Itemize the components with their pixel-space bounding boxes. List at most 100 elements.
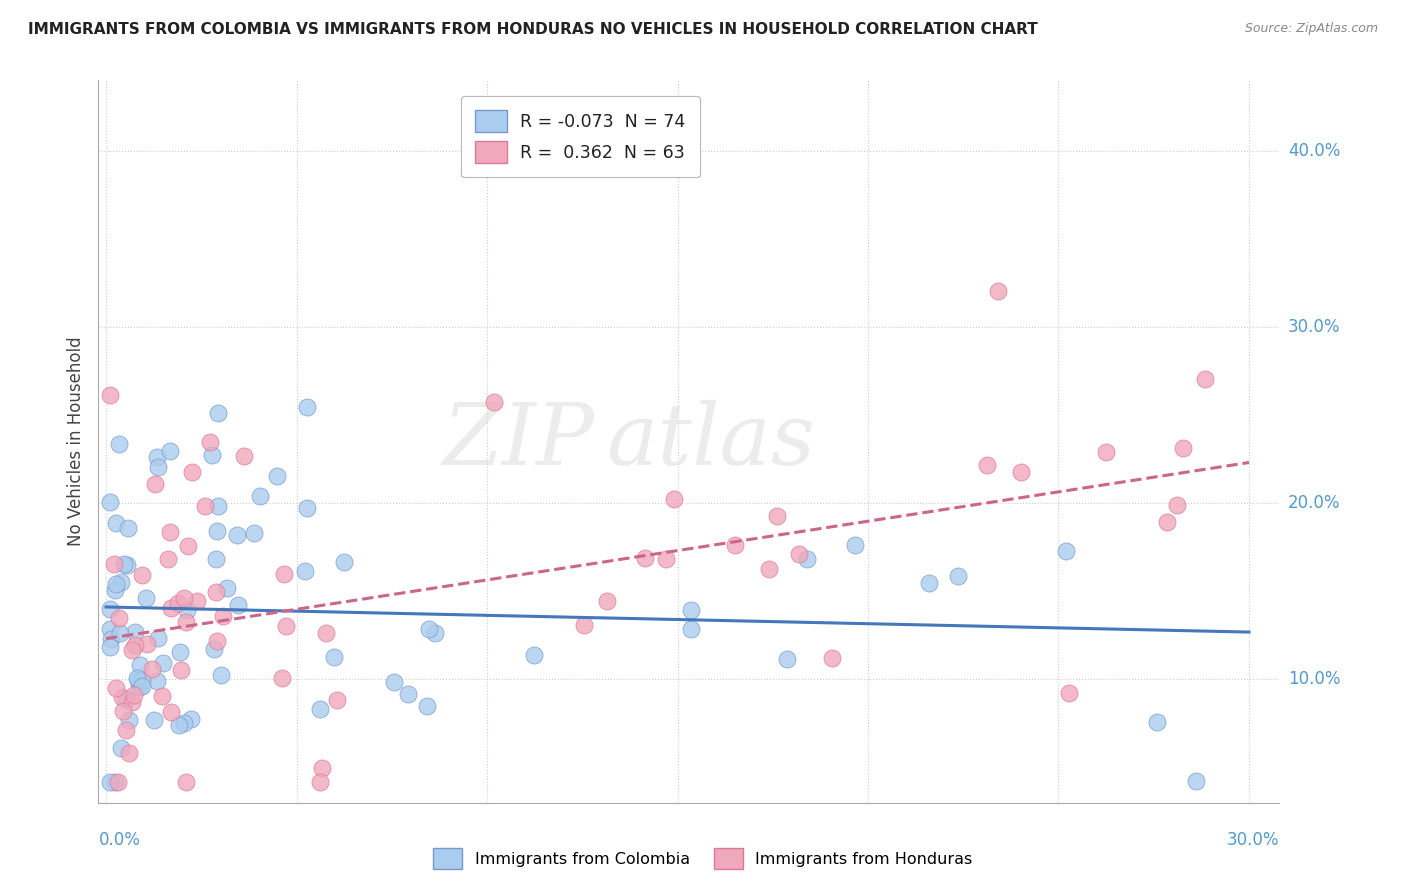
Point <box>311 761 333 775</box>
Text: IMMIGRANTS FROM COLOMBIA VS IMMIGRANTS FROM HONDURAS NO VEHICLES IN HOUSEHOLD CO: IMMIGRANTS FROM COLOMBIA VS IMMIGRANTS F… <box>28 22 1038 37</box>
Point <box>135 591 157 606</box>
Point <box>177 539 200 553</box>
Point <box>186 594 208 608</box>
Text: 0.0%: 0.0% <box>98 830 141 848</box>
Point <box>150 689 173 703</box>
Point <box>976 458 998 472</box>
Point <box>110 575 132 590</box>
Point <box>115 558 138 572</box>
Point <box>98 774 121 789</box>
Point <box>110 741 132 756</box>
Point <box>114 692 136 706</box>
Point <box>108 611 131 625</box>
Point <box>159 443 181 458</box>
Point <box>173 591 195 606</box>
Point <box>127 673 149 687</box>
Point <box>124 625 146 640</box>
Point <box>276 619 298 633</box>
Point <box>212 608 235 623</box>
Point <box>105 577 128 591</box>
Point <box>202 642 225 657</box>
Text: 20.0%: 20.0% <box>1288 494 1340 512</box>
Point <box>98 495 121 509</box>
Point <box>243 525 266 540</box>
Text: atlas: atlas <box>606 401 815 483</box>
Point <box>820 651 842 665</box>
Point <box>98 601 121 615</box>
Point <box>249 489 271 503</box>
Point <box>634 551 657 566</box>
Point <box>844 538 866 552</box>
Point <box>135 637 157 651</box>
Point <box>121 695 143 709</box>
Point <box>146 460 169 475</box>
Point <box>596 594 619 608</box>
Point <box>217 582 239 596</box>
Point <box>129 657 152 672</box>
Point <box>205 585 228 599</box>
Point <box>170 663 193 677</box>
Text: Source: ZipAtlas.com: Source: ZipAtlas.com <box>1244 22 1378 36</box>
Point <box>205 524 228 538</box>
Point <box>180 712 202 726</box>
Point <box>131 673 153 687</box>
Point <box>127 672 149 686</box>
Y-axis label: No Vehicles in Household: No Vehicles in Household <box>66 336 84 547</box>
Point <box>205 633 228 648</box>
Point <box>396 687 419 701</box>
Point <box>194 499 217 513</box>
Point <box>111 704 134 718</box>
Point <box>796 552 818 566</box>
Point <box>1156 515 1178 529</box>
Point <box>104 583 127 598</box>
Point <box>664 491 686 506</box>
Point <box>1194 372 1216 386</box>
Point <box>128 680 150 694</box>
Point <box>146 450 169 464</box>
Point <box>112 557 135 571</box>
Point <box>309 774 332 789</box>
Text: ZIP: ZIP <box>443 401 595 483</box>
Point <box>325 693 347 707</box>
Point <box>167 718 190 732</box>
Point <box>146 631 169 645</box>
Point <box>295 501 318 516</box>
Point <box>679 623 702 637</box>
Point <box>1094 445 1116 459</box>
Point <box>159 525 181 540</box>
Point <box>418 622 440 636</box>
Point <box>115 723 138 738</box>
Point <box>124 638 146 652</box>
Point <box>572 618 595 632</box>
Point <box>121 642 143 657</box>
Point <box>270 671 292 685</box>
Point <box>124 689 146 703</box>
Point <box>209 668 232 682</box>
Point <box>141 662 163 676</box>
Point <box>98 623 121 637</box>
Point <box>273 567 295 582</box>
Point <box>110 626 132 640</box>
Point <box>482 395 505 409</box>
Point <box>295 400 318 414</box>
Point <box>176 615 198 629</box>
Point <box>1166 498 1188 512</box>
Point <box>416 699 439 714</box>
Point <box>160 601 183 615</box>
Point <box>167 596 190 610</box>
Point <box>98 388 121 402</box>
Legend: Immigrants from Colombia, Immigrants from Honduras: Immigrants from Colombia, Immigrants fro… <box>427 842 979 875</box>
Point <box>157 552 180 566</box>
Point <box>198 435 221 450</box>
Point <box>207 500 229 514</box>
Point <box>382 674 405 689</box>
Text: 30.0%: 30.0% <box>1227 830 1279 848</box>
Point <box>117 521 139 535</box>
Point <box>333 555 356 569</box>
Point <box>523 648 546 662</box>
Text: 30.0%: 30.0% <box>1288 318 1340 336</box>
Point <box>1010 465 1032 479</box>
Point <box>423 626 446 640</box>
Point <box>108 437 131 451</box>
Point <box>1054 544 1077 558</box>
